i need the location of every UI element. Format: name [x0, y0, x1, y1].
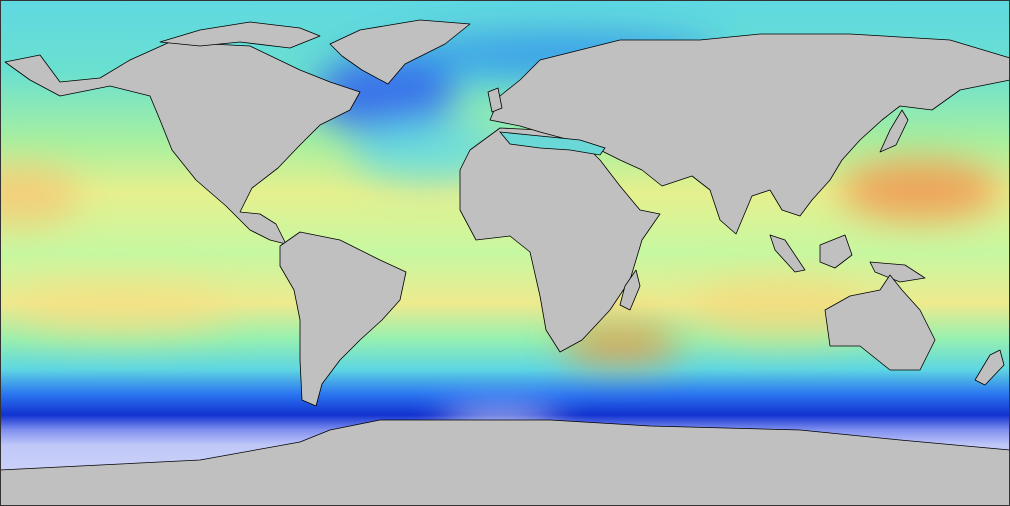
central-pacific-warm — [0, 165, 80, 225]
agulhas-warm — [560, 325, 680, 365]
eurasia — [489, 33, 1010, 235]
west-pacific-warm — [840, 160, 1000, 220]
arctic-islands — [159, 21, 321, 49]
japan — [879, 109, 909, 153]
indian-ocean-warm — [690, 280, 870, 340]
borneo — [819, 234, 853, 269]
new-zealand — [974, 349, 1005, 386]
north-atlantic-cold — [315, 55, 455, 135]
australia — [824, 274, 936, 371]
sumatra — [769, 234, 806, 273]
landmasses — [0, 19, 1010, 506]
new-guinea — [869, 261, 926, 283]
north-america — [4, 41, 361, 245]
great-britain — [487, 87, 503, 113]
south-america — [279, 231, 407, 407]
madagascar — [619, 269, 641, 311]
antarctica — [0, 419, 1010, 506]
mediterranean — [499, 131, 606, 156]
greenland — [329, 19, 471, 85]
south-pacific-warm — [10, 285, 230, 335]
